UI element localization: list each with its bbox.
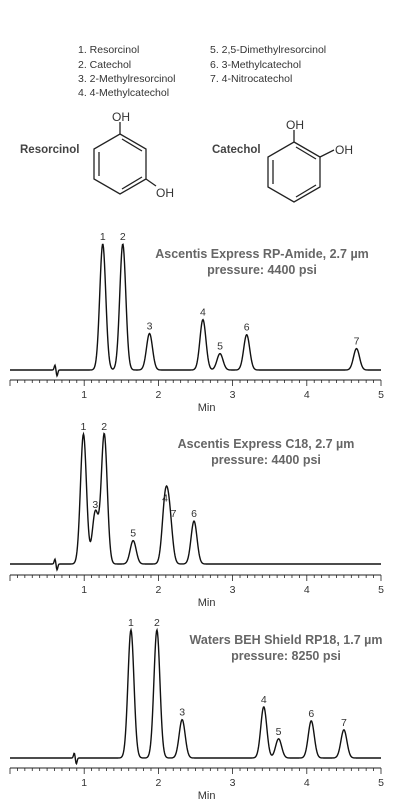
resorcinol-label: Resorcinol bbox=[20, 144, 80, 156]
peak-label: 7 bbox=[341, 717, 347, 729]
legend-item: 4. 4-Methylcatechol bbox=[78, 87, 170, 99]
resorcinol-structure bbox=[93, 122, 157, 195]
peak-label: 6 bbox=[308, 708, 314, 720]
peak-label: 4 bbox=[261, 694, 267, 706]
x-tick-label: 1 bbox=[81, 777, 87, 789]
peak-label: 1 bbox=[100, 231, 106, 243]
x-axis-label: Min bbox=[198, 597, 216, 609]
peak-label: 6 bbox=[191, 508, 197, 520]
chart-subtitle: pressure: 4400 psi bbox=[211, 453, 321, 467]
oh-label: OH bbox=[156, 186, 174, 200]
x-tick-label: 3 bbox=[230, 584, 236, 596]
peak-label: 4 bbox=[200, 307, 206, 319]
peak-label: 3 bbox=[92, 499, 98, 511]
legend-item: 3. 2-Methylresorcinol bbox=[78, 73, 176, 85]
peak-label: 1 bbox=[128, 617, 134, 629]
chromatogram-beh-shield: Waters BEH Shield RP18, 1.7 µm pressure: … bbox=[9, 617, 384, 802]
peak-label: 3 bbox=[147, 320, 153, 332]
peak-label: 5 bbox=[217, 341, 223, 353]
chromatogram-trace bbox=[10, 243, 381, 378]
peak-label: 2 bbox=[120, 231, 126, 243]
compound-legend: 1. Resorcinol 2. Catechol 3. 2-Methylres… bbox=[0, 0, 400, 100]
x-tick-label: 4 bbox=[304, 389, 310, 401]
x-tick-label: 2 bbox=[155, 584, 161, 596]
oh-label: OH bbox=[335, 143, 353, 157]
chromatogram-c18: Ascentis Express C18, 2.7 µm pressure: 44… bbox=[9, 421, 384, 609]
legend-item: 6. 3-Methylcatechol bbox=[210, 59, 302, 71]
chart-title: Ascentis Express RP-Amide, 2.7 µm bbox=[155, 247, 369, 261]
x-axis-label: Min bbox=[198, 790, 216, 802]
legend-item: 1. Resorcinol bbox=[78, 44, 140, 56]
chart-subtitle: pressure: 8250 psi bbox=[231, 649, 341, 663]
x-tick-label: 5 bbox=[378, 584, 384, 596]
chromatogram-trace bbox=[10, 431, 381, 572]
chart-subtitle: pressure: 4400 psi bbox=[207, 263, 317, 277]
peak-label: 2 bbox=[101, 421, 107, 433]
x-tick-label: 5 bbox=[378, 777, 384, 789]
oh-label: OH bbox=[286, 118, 304, 132]
catechol-structure bbox=[267, 130, 335, 203]
peak-label: 5 bbox=[130, 528, 136, 540]
peak-label: 6 bbox=[244, 322, 250, 334]
x-tick-label: 1 bbox=[81, 389, 87, 401]
peak-label: 1 bbox=[81, 421, 87, 433]
chart-title: Ascentis Express C18, 2.7 µm bbox=[178, 437, 355, 451]
x-tick-label: 3 bbox=[230, 389, 236, 401]
chart-title: Waters BEH Shield RP18, 1.7 µm bbox=[190, 633, 383, 647]
x-tick-label: 5 bbox=[378, 389, 384, 401]
x-tick-label: 4 bbox=[304, 584, 310, 596]
peak-label: 4 bbox=[162, 493, 168, 505]
peak-label: 7 bbox=[171, 508, 177, 520]
x-axis-label: Min bbox=[198, 402, 216, 414]
chromatogram-trace bbox=[10, 627, 381, 766]
peak-label: 2 bbox=[154, 617, 160, 629]
chromatogram-rp-amide: Ascentis Express RP-Amide, 2.7 µm pressur… bbox=[9, 231, 384, 414]
x-tick-label: 2 bbox=[155, 777, 161, 789]
molecule-structures: OH OH OH OH bbox=[93, 112, 353, 203]
x-tick-label: 3 bbox=[230, 777, 236, 789]
x-tick-label: 4 bbox=[304, 777, 310, 789]
x-tick-label: 2 bbox=[155, 389, 161, 401]
peak-label: 3 bbox=[179, 707, 185, 719]
peak-label: 5 bbox=[276, 726, 282, 738]
peak-label: 7 bbox=[354, 336, 360, 348]
catechol-label: Catechol bbox=[212, 144, 261, 156]
legend-item: 7. 4-Nitrocatechol bbox=[210, 73, 293, 85]
legend-item: 2. Catechol bbox=[78, 59, 132, 71]
oh-label: OH bbox=[112, 112, 130, 124]
x-tick-label: 1 bbox=[81, 584, 87, 596]
legend-item: 5. 2,5-Dimethylresorcinol bbox=[210, 44, 327, 56]
